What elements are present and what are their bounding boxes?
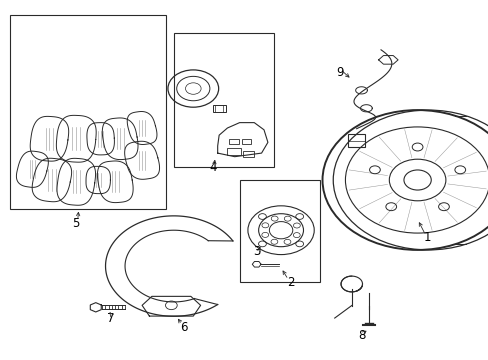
Text: 3: 3 [252, 245, 260, 258]
Text: 5: 5 [72, 216, 80, 230]
Bar [347, 134, 365, 147]
Text: 8: 8 [357, 329, 365, 342]
Text: 1: 1 [423, 231, 430, 244]
Text: 2: 2 [286, 276, 294, 289]
Text: 9: 9 [335, 66, 343, 79]
Text: 4: 4 [209, 161, 216, 174]
Bar [173, 33, 273, 167]
Text: 7: 7 [106, 311, 114, 325]
Text: 6: 6 [180, 320, 187, 333]
Bar [228, 139, 238, 144]
Bar [227, 148, 241, 155]
Bar [212, 105, 226, 112]
Bar [242, 139, 250, 144]
Bar [10, 15, 166, 209]
Bar [239, 180, 320, 282]
Bar [243, 151, 253, 157]
